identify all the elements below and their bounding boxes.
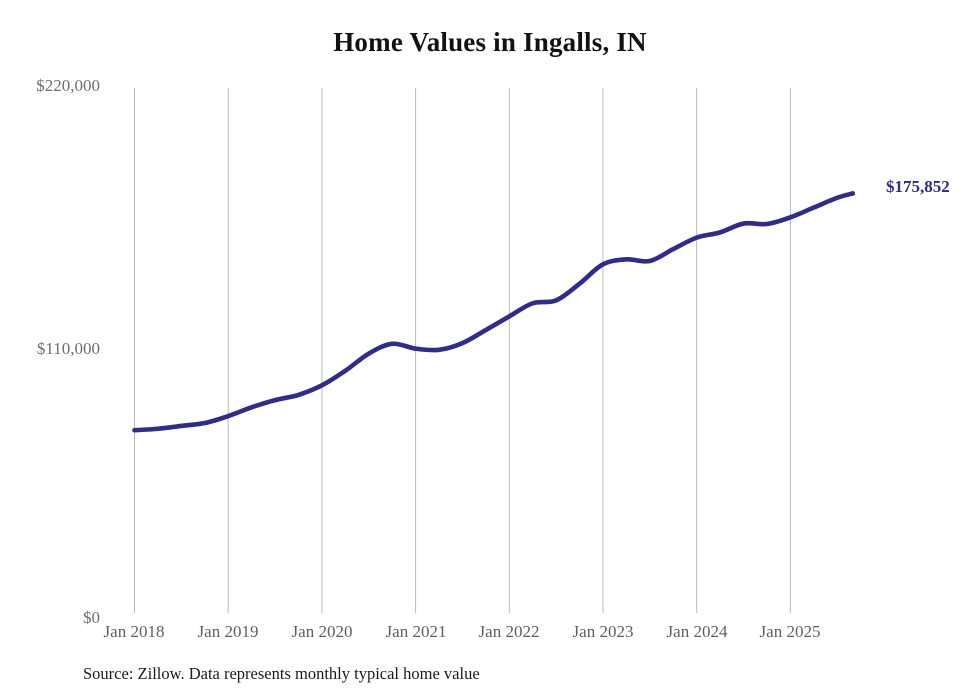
y-axis-tick-bottom: $0: [83, 608, 100, 627]
x-axis-tick-jan-2022: Jan 2022: [478, 622, 540, 641]
y-axis-tick-mid: $110,000: [36, 339, 100, 358]
x-axis-tick-jan-2021: Jan 2021: [385, 622, 447, 641]
data-series-line: [132, 191, 856, 433]
y-axis-tick-top: $220,000: [36, 76, 100, 95]
x-axis-tick-jan-2023: Jan 2023: [572, 622, 634, 641]
end-value-annotation: $175,852: [886, 177, 950, 196]
x-axis-tick-jan-2018: Jan 2018: [103, 622, 165, 641]
x-axis-tick-jan-2024: Jan 2024: [666, 622, 728, 641]
x-axis-tick-jan-2025: Jan 2025: [759, 622, 821, 641]
source-note: Source: Zillow. Data represents monthly …: [83, 664, 480, 683]
chart-title: Home Values in Ingalls, IN: [333, 27, 647, 57]
x-axis-tick-jan-2019: Jan 2019: [197, 622, 259, 641]
x-axis-tick-jan-2020: Jan 2020: [291, 622, 353, 641]
gridlines-vertical: [134, 88, 791, 613]
